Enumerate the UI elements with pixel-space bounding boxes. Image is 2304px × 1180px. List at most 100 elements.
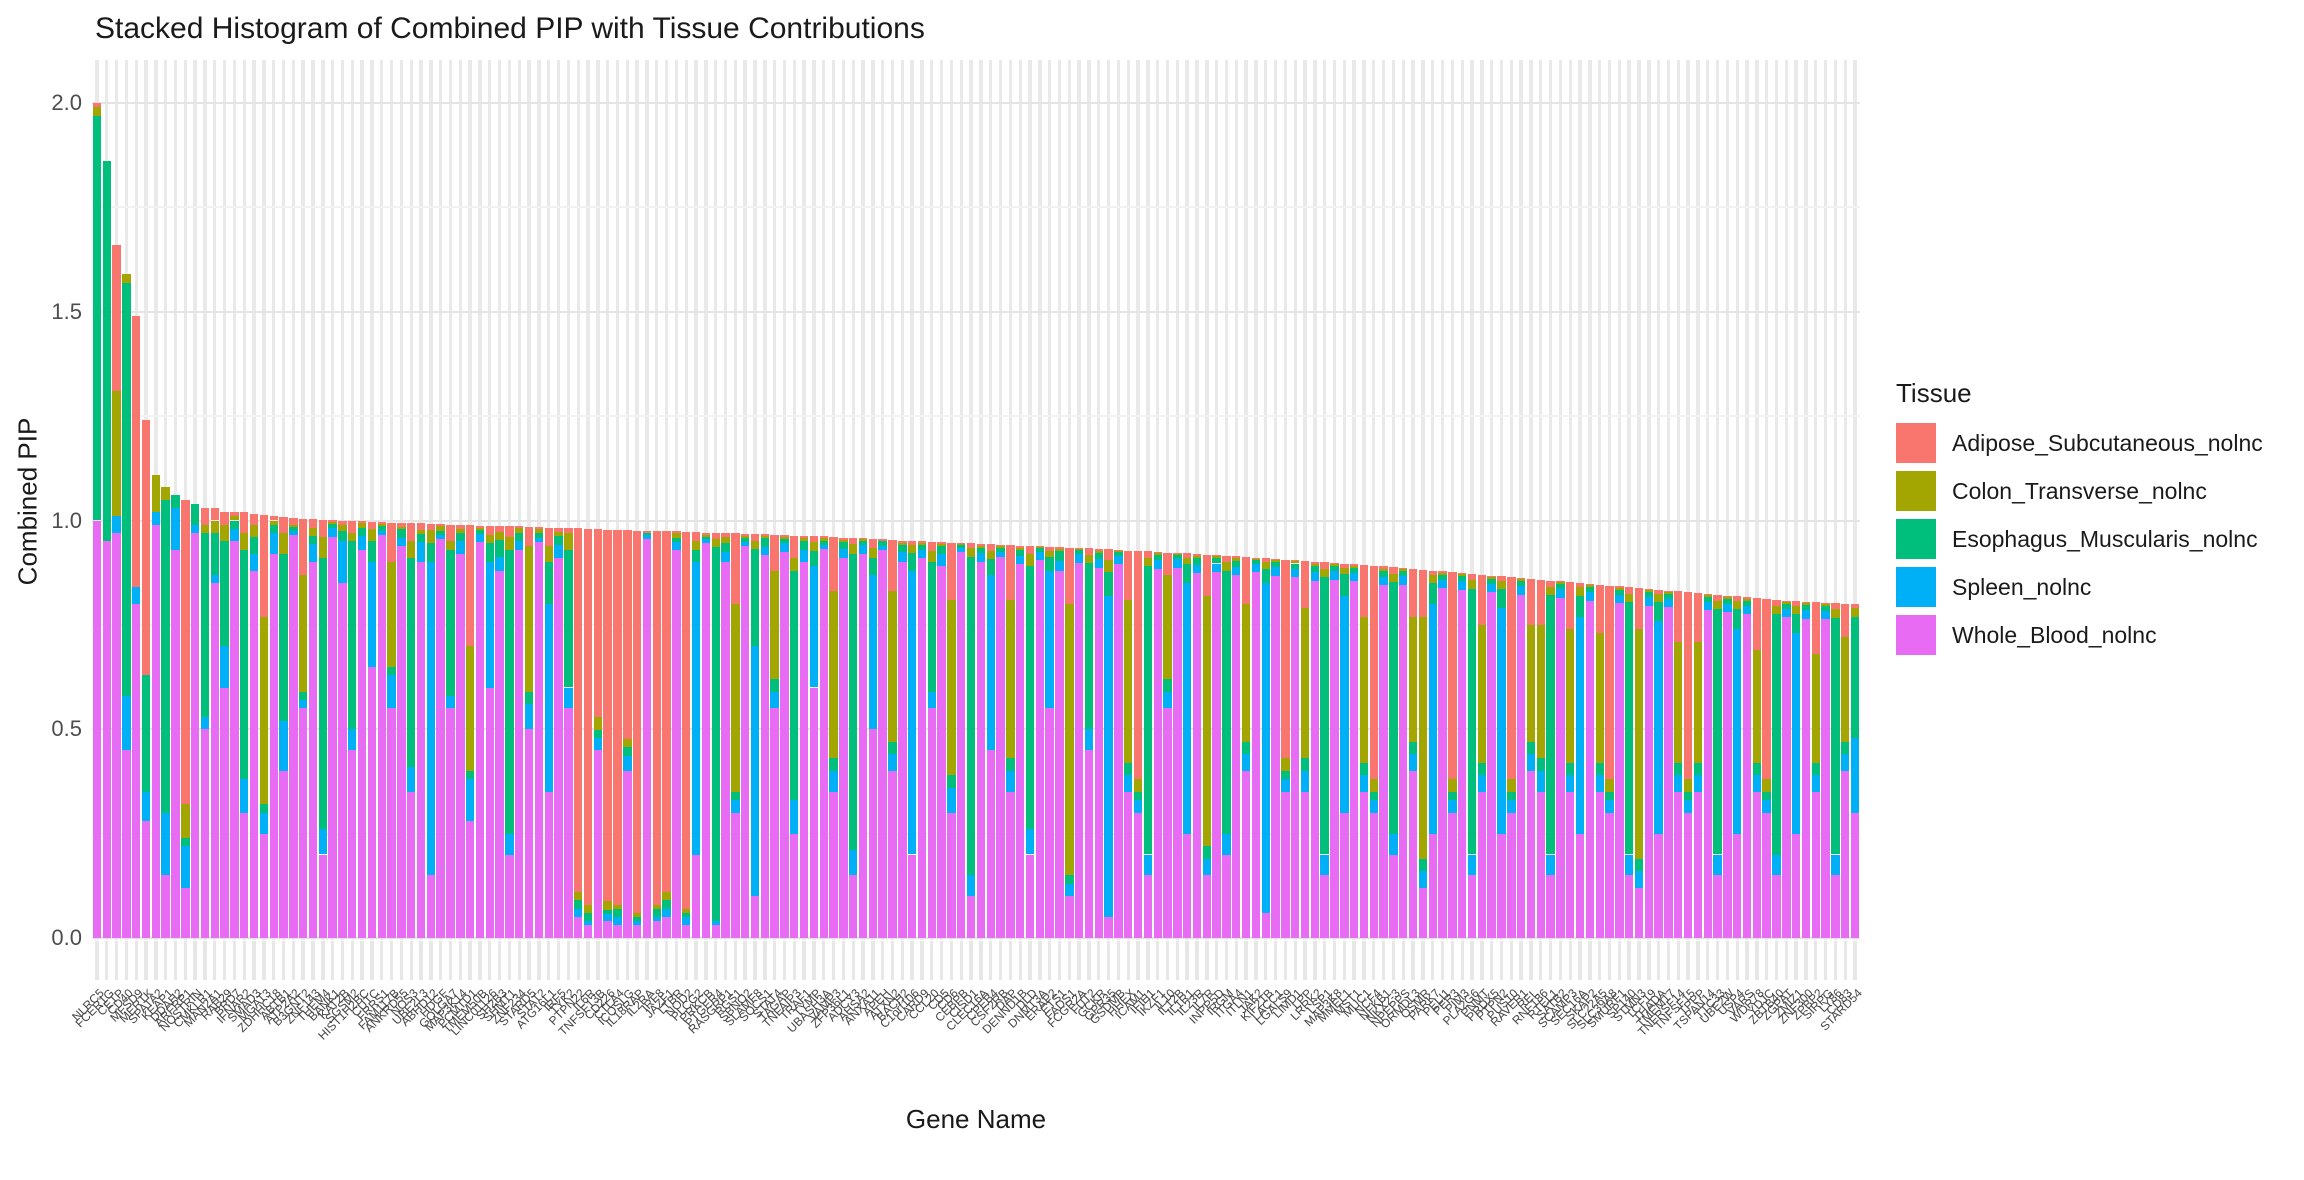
- bar-segment-Spleen_nolnc: [1811, 775, 1820, 792]
- bar-segment-Whole_Blood_nolnc: [397, 545, 406, 938]
- bar-segment-Whole_Blood_nolnc: [574, 917, 583, 938]
- x-axis-tick: [448, 941, 453, 980]
- bar-segment-Colon_Transverse_nolnc: [888, 591, 897, 742]
- bar-segment-Adipose_Subcutaneous_nolnc: [1575, 583, 1585, 588]
- bar-segment-Colon_Transverse_nolnc: [1124, 599, 1133, 763]
- bar-segment-Colon_Transverse_nolnc: [623, 738, 632, 748]
- category-gridline: [1764, 60, 1769, 940]
- bar-segment-Spleen_nolnc: [750, 645, 760, 897]
- bar-segment-Colon_Transverse_nolnc: [1399, 569, 1408, 572]
- bar-segment-Esophagus_Muscularis_nolnc: [1399, 571, 1408, 577]
- category-gridline: [1450, 60, 1455, 940]
- bar-segment-Colon_Transverse_nolnc: [799, 537, 809, 542]
- category-gridline: [1529, 60, 1533, 940]
- legend-item: Spleen_nolnc: [1896, 567, 2091, 607]
- bar-segment-Colon_Transverse_nolnc: [711, 538, 720, 548]
- bar-segment-Colon_Transverse_nolnc: [740, 535, 750, 539]
- bar-segment-Esophagus_Muscularis_nolnc: [1654, 602, 1663, 621]
- bar-segment-Esophagus_Muscularis_nolnc: [210, 533, 219, 575]
- bar-segment-Adipose_Subcutaneous_nolnc: [662, 530, 671, 893]
- bar-segment-Whole_Blood_nolnc: [603, 921, 612, 938]
- bar-segment-Whole_Blood_nolnc: [249, 570, 259, 938]
- bar-segment-Esophagus_Muscularis_nolnc: [1065, 875, 1074, 884]
- category-gridline: [1421, 60, 1425, 940]
- x-axis-tick: [1283, 941, 1288, 980]
- bar-segment-Spleen_nolnc: [1693, 775, 1703, 792]
- x-axis-tick: [1057, 941, 1062, 980]
- bar-segment-Adipose_Subcutaneous_nolnc: [465, 525, 475, 646]
- bar-segment-Spleen_nolnc: [338, 541, 347, 584]
- bar-segment-Colon_Transverse_nolnc: [485, 535, 494, 544]
- bar-segment-Esophagus_Muscularis_nolnc: [1772, 614, 1781, 855]
- bar-segment-Whole_Blood_nolnc: [1703, 610, 1712, 938]
- category-gridline: [1598, 60, 1602, 940]
- bar-segment-Whole_Blood_nolnc: [1035, 560, 1045, 938]
- x-axis-tick: [1686, 941, 1690, 980]
- category-gridline: [1489, 60, 1494, 940]
- bar-segment-Colon_Transverse_nolnc: [1575, 587, 1585, 596]
- bar-segment-Spleen_nolnc: [1762, 800, 1771, 813]
- bar-segment-Colon_Transverse_nolnc: [1163, 574, 1172, 680]
- bar-segment-Esophagus_Muscularis_nolnc: [1418, 858, 1428, 872]
- bar-segment-Colon_Transverse_nolnc: [1035, 547, 1045, 549]
- bar-segment-Esophagus_Muscularis_nolnc: [387, 666, 396, 675]
- bar-segment-Whole_Blood_nolnc: [279, 771, 288, 938]
- bar-segment-Colon_Transverse_nolnc: [436, 526, 445, 531]
- bar-segment-Colon_Transverse_nolnc: [1448, 779, 1457, 792]
- bar-segment-Colon_Transverse_nolnc: [1585, 585, 1595, 588]
- bar-segment-Esophagus_Muscularis_nolnc: [485, 543, 494, 563]
- bar-segment-Adipose_Subcutaneous_nolnc: [1595, 584, 1604, 634]
- legend-item-label: Whole_Blood_nolnc: [1952, 622, 2157, 648]
- x-axis-tick: [222, 941, 227, 980]
- bar-segment-Esophagus_Muscularis_nolnc: [1644, 592, 1653, 598]
- category-gridline: [900, 60, 905, 940]
- bar-segment-Adipose_Subcutaneous_nolnc: [1399, 568, 1408, 570]
- bar-segment-Colon_Transverse_nolnc: [1133, 779, 1143, 792]
- bar-segment-Whole_Blood_nolnc: [1192, 573, 1202, 938]
- category-gridline: [1372, 60, 1376, 940]
- bar-segment-Esophagus_Muscularis_nolnc: [456, 533, 465, 542]
- bar-segment-Whole_Blood_nolnc: [760, 555, 769, 938]
- category-gridline: [458, 60, 463, 940]
- x-axis-tick: [360, 941, 364, 980]
- category-gridline: [1313, 60, 1317, 940]
- bar-segment-Whole_Blood_nolnc: [1831, 875, 1840, 938]
- bar-segment-Spleen_nolnc: [132, 587, 141, 604]
- x-axis-tick: [1224, 941, 1229, 980]
- bar-segment-Adipose_Subcutaneous_nolnc: [1605, 585, 1614, 780]
- bar-segment-Spleen_nolnc: [662, 908, 671, 918]
- bar-segment-Whole_Blood_nolnc: [937, 566, 946, 938]
- x-axis-tick: [340, 941, 345, 980]
- category-gridline: [655, 60, 659, 940]
- bar-segment-Adipose_Subcutaneous_nolnc: [1713, 594, 1722, 602]
- category-gridline: [1676, 60, 1680, 940]
- bar-segment-Esophagus_Muscularis_nolnc: [1683, 791, 1693, 801]
- x-axis-tick: [674, 941, 679, 980]
- bar-segment-Adipose_Subcutaneous_nolnc: [799, 535, 809, 538]
- category-gridline: [399, 60, 404, 940]
- x-axis-tick: [772, 941, 777, 980]
- category-gridline: [841, 60, 846, 940]
- bar-segment-Esophagus_Muscularis_nolnc: [623, 747, 632, 756]
- bar-segment-Esophagus_Muscularis_nolnc: [1104, 572, 1113, 596]
- bar-segment-Whole_Blood_nolnc: [151, 524, 161, 938]
- bar-segment-Colon_Transverse_nolnc: [505, 537, 514, 550]
- bar-segment-Esophagus_Muscularis_nolnc: [515, 532, 524, 541]
- bar-segment-Spleen_nolnc: [259, 812, 269, 834]
- bar-segment-Adipose_Subcutaneous_nolnc: [1291, 560, 1300, 562]
- x-axis-tick: [1755, 941, 1759, 980]
- bar-segment-Adipose_Subcutaneous_nolnc: [269, 516, 278, 521]
- bar-segment-Adipose_Subcutaneous_nolnc: [1055, 547, 1064, 550]
- bar-segment-Spleen_nolnc: [1182, 583, 1192, 834]
- category-gridline: [743, 60, 747, 940]
- category-gridline: [301, 60, 305, 940]
- bar-segment-Adipose_Subcutaneous_nolnc: [426, 523, 436, 531]
- bar-segment-Spleen_nolnc: [1752, 775, 1762, 792]
- bar-segment-Esophagus_Muscularis_nolnc: [780, 539, 789, 544]
- bar-segment-Adipose_Subcutaneous_nolnc: [1241, 556, 1251, 604]
- bar-segment-Whole_Blood_nolnc: [1575, 833, 1585, 938]
- bar-segment-Adipose_Subcutaneous_nolnc: [1153, 551, 1162, 554]
- x-axis-tick: [124, 941, 129, 980]
- bar-segment-Spleen_nolnc: [691, 562, 701, 855]
- bar-segment-Colon_Transverse_nolnc: [917, 542, 927, 545]
